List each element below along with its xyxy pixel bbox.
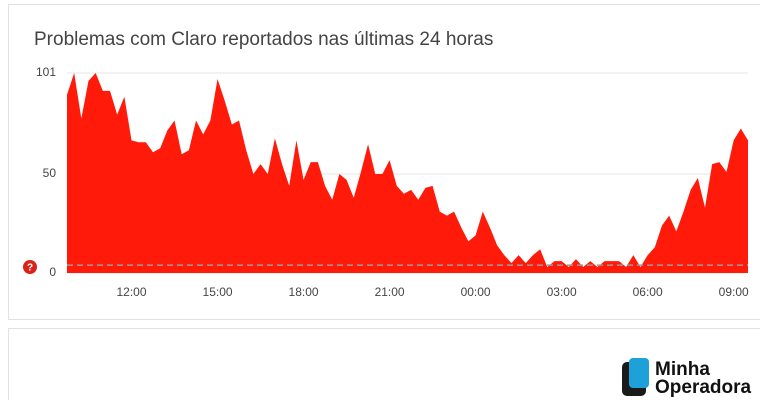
help-icon-text[interactable]: ?: [27, 263, 33, 274]
x-tick-label: 12:00: [117, 285, 147, 299]
x-tick-label: 09:00: [719, 285, 749, 299]
logo-icon: [629, 358, 649, 388]
logo-text: Operadora: [655, 377, 752, 398]
x-tick-label: 06:00: [633, 285, 663, 299]
x-tick-label: 21:00: [375, 285, 405, 299]
x-tick-label: 00:00: [461, 285, 491, 299]
help-icon[interactable]: [23, 260, 37, 274]
x-tick-label: 18:00: [289, 285, 319, 299]
area: [67, 73, 748, 273]
y-tick-label: 0: [49, 265, 56, 279]
x-tick-label: 15:00: [203, 285, 233, 299]
y-tick-label: 50: [43, 166, 57, 180]
logo: Minha Operadora: [622, 358, 752, 398]
x-tick-label: 03:00: [547, 285, 577, 299]
chart-title: Problemas com Claro reportados nas últim…: [34, 29, 493, 50]
y-tick-label: 101: [36, 65, 56, 79]
logo-text: Minha: [655, 359, 710, 380]
